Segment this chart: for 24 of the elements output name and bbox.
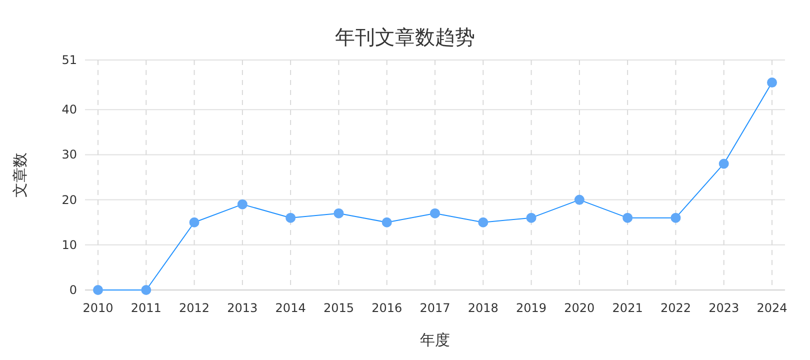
x-axis-title: 年度	[420, 331, 450, 349]
y-tick-label: 20	[62, 192, 77, 207]
x-tick-label: 2020	[564, 301, 595, 315]
x-tick-label: 2017	[420, 301, 450, 315]
x-tick-label: 2013	[227, 301, 258, 315]
x-tick-label: 2014	[275, 301, 306, 315]
y-tick-label: 40	[62, 102, 77, 117]
y-tick-label: 0	[69, 283, 77, 297]
x-tick-label: 2010	[82, 301, 114, 315]
x-tick-label: 2016	[372, 301, 402, 315]
y-axis-title: 文章数	[11, 152, 29, 198]
x-tick-label: 2023	[708, 301, 740, 315]
y-tick-label: 30	[62, 148, 77, 162]
x-tick-label: 2018	[468, 301, 498, 315]
y-tick-label: 10	[62, 238, 77, 252]
chart-title: 年刊文章数趋势	[335, 25, 475, 49]
y-tick-label: 51	[62, 53, 77, 67]
x-tick-label: 2024	[756, 301, 788, 315]
x-tick-label: 2011	[130, 301, 162, 315]
x-tick-label: 2012	[179, 301, 210, 315]
x-tick-label: 2021	[612, 301, 643, 315]
x-tick-label: 2019	[516, 301, 547, 315]
x-tick-label: 2022	[660, 301, 691, 315]
x-tick-label: 2015	[323, 301, 354, 315]
